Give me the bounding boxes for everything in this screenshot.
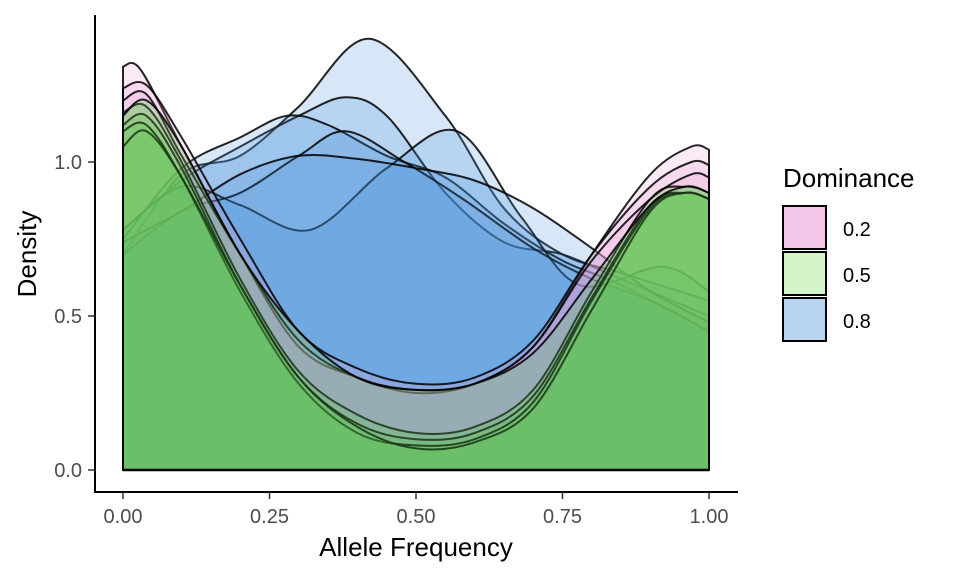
y-ticks: 0.0 0.5 1.0: [54, 152, 95, 482]
x-tick-label: 1.00: [690, 506, 729, 528]
plot-area: [122, 37, 710, 472]
legend: Dominance 0.2 0.5 0.8: [782, 163, 915, 342]
axes: 0.00 0.25 0.50 0.75 1.00 0.0 0.5 1.0 Allele Fr…: [12, 15, 738, 562]
y-tick-label: 1.0: [54, 152, 82, 174]
legend-items: 0.2 0.5 0.8: [782, 205, 871, 342]
legend-swatch-0.8: [782, 297, 827, 342]
x-axis-title: Allele Frequency: [319, 532, 513, 562]
density-curve-0.2-2: [122, 80, 710, 471]
legend-label-0.2: 0.2: [843, 219, 871, 241]
legend-label-0.5: 0.5: [843, 265, 871, 287]
y-tick-label: 0.5: [54, 306, 82, 328]
density-group-0.5: [122, 98, 710, 471]
legend-swatch-0.2: [782, 205, 827, 250]
x-tick-label: 0.50: [397, 506, 436, 528]
x-tick-label: 0.25: [250, 506, 289, 528]
density-curve-0.8-6: [122, 153, 710, 471]
density-curve-0.5-5: [122, 98, 710, 471]
legend-swatch-0.5: [782, 251, 827, 296]
legend-title: Dominance: [783, 163, 915, 193]
density-curve-0.8-5: [122, 130, 710, 471]
x-tick-label: 0.75: [543, 506, 582, 528]
density-curve-0.5-1: [122, 102, 710, 471]
y-tick-label: 0.0: [54, 460, 82, 482]
x-ticks: 0.00 0.25 0.50 0.75 1.00: [104, 492, 729, 528]
x-tick-label: 0.00: [104, 506, 143, 528]
y-axis-title: Density: [12, 211, 42, 298]
density-curve-0.5-4: [122, 129, 710, 471]
density-curve-0.8-2: [122, 96, 710, 471]
legend-label-0.8: 0.8: [843, 311, 871, 333]
